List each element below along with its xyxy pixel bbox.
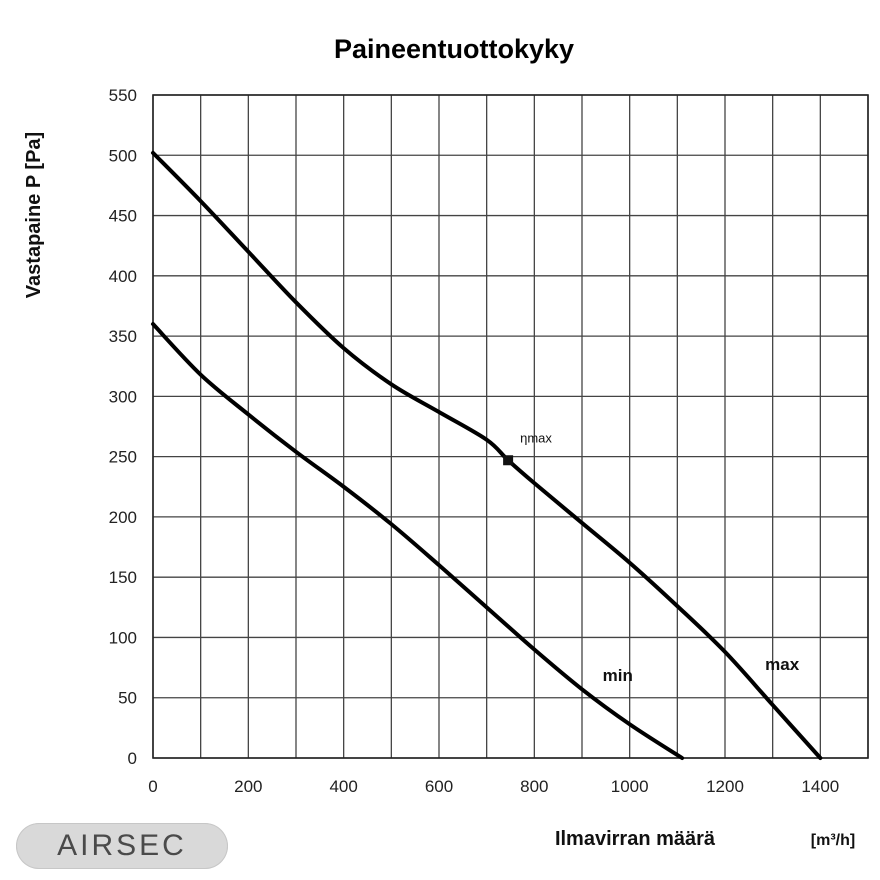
logo-text: AIRSEC (57, 829, 187, 862)
x-tick-label: 1400 (801, 777, 839, 796)
y-tick-label: 250 (109, 448, 137, 467)
y-tick-label: 350 (109, 327, 137, 346)
y-tick-label: 550 (109, 86, 137, 105)
curve-labels: max min ηmax (503, 430, 800, 685)
y-tick-label: 450 (109, 207, 137, 226)
curve-label-min: min (603, 666, 633, 685)
x-tick-label: 400 (329, 777, 357, 796)
y-tick-label: 50 (118, 689, 137, 708)
y-tick-label: 0 (128, 749, 137, 768)
x-tick-label: 200 (234, 777, 262, 796)
x-tick-label: 600 (425, 777, 453, 796)
plot-frame (152, 94, 869, 759)
y-tick-label: 100 (109, 628, 137, 647)
y-tick-label: 150 (109, 568, 137, 587)
chart-title: Paineentuottokyky (334, 34, 574, 64)
y-axis-title: Vastapaine P [Pa] (23, 132, 45, 298)
x-axis-unit: [m³/h] (811, 832, 855, 849)
curve-min (151, 322, 685, 760)
curve-label-max: max (765, 655, 800, 674)
x-tick-label: 800 (520, 777, 548, 796)
x-axis-title: Ilmavirran määrä (555, 828, 716, 850)
eta-max-marker (503, 455, 514, 466)
y-tick-label: 200 (109, 508, 137, 527)
chart-grid (152, 94, 869, 759)
y-tick-label: 300 (109, 387, 137, 406)
airsec-logo: AIRSEC (16, 823, 228, 869)
y-tick-label: 400 (109, 267, 137, 286)
y-tick-label: 500 (109, 146, 137, 165)
x-tick-labels: 0 200 400 600 800 1000 1200 1400 (148, 777, 839, 796)
curves (151, 150, 823, 760)
curve-max (151, 150, 823, 760)
x-tick-label: 0 (148, 777, 157, 796)
y-tick-labels: 0 50 100 150 200 250 300 350 400 450 500 550 (109, 86, 137, 768)
x-tick-label: 1000 (611, 777, 649, 796)
eta-max-label: ηmax (520, 430, 552, 445)
x-tick-label: 1200 (706, 777, 744, 796)
